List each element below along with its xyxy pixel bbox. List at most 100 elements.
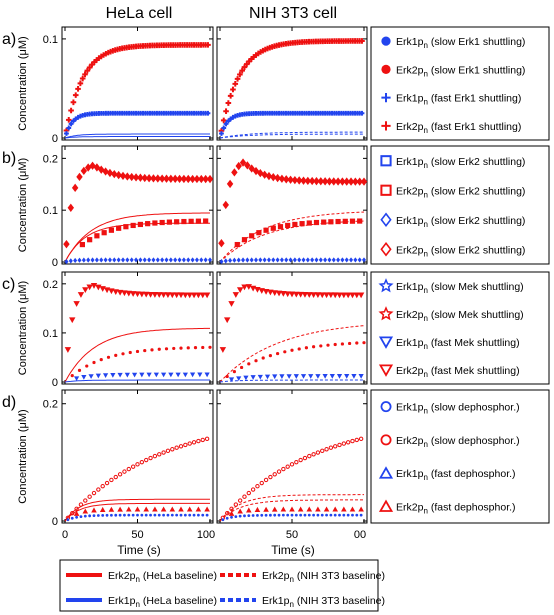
data-point xyxy=(198,174,205,184)
data-point xyxy=(123,224,129,230)
data-point xyxy=(195,218,201,224)
data-point xyxy=(86,284,93,291)
data-point xyxy=(200,437,205,443)
data-point xyxy=(128,172,135,182)
data-point xyxy=(66,125,72,131)
data-point xyxy=(138,291,146,298)
data-point xyxy=(276,351,280,356)
data-point xyxy=(234,515,238,519)
legend-marker xyxy=(378,306,394,321)
data-point xyxy=(177,292,185,299)
data-point xyxy=(272,472,277,477)
data-point xyxy=(279,374,285,379)
data-point xyxy=(196,438,201,444)
legend-marker xyxy=(381,93,391,103)
data-point xyxy=(314,257,319,263)
data-point xyxy=(109,477,114,483)
data-point xyxy=(199,257,204,263)
data-point xyxy=(261,356,265,360)
legend-label: Erk2pn (slow Mek shuttling) xyxy=(396,309,524,323)
data-point xyxy=(73,510,80,516)
data-point xyxy=(74,506,79,511)
legend-marker xyxy=(380,434,392,446)
data-point xyxy=(194,257,199,263)
data-point xyxy=(208,257,212,263)
data-point xyxy=(70,516,74,520)
panel-legend xyxy=(370,26,550,141)
legend-frame xyxy=(370,26,550,141)
legend-label: Erk2pn (slow Erk1 shuttling) xyxy=(396,64,525,78)
data-point xyxy=(227,93,234,99)
data-point xyxy=(320,513,324,517)
legend-label: Erk1pn (HeLa baseline) xyxy=(108,595,217,609)
data-point xyxy=(71,183,79,192)
data-point xyxy=(355,513,359,517)
data-point xyxy=(313,176,320,186)
data-point xyxy=(178,444,184,449)
y-tick-label: 0 xyxy=(52,377,58,389)
series-line xyxy=(64,327,210,383)
data-point xyxy=(94,257,99,263)
data-point xyxy=(107,257,112,263)
data-point xyxy=(86,257,91,263)
y-axis-label: Concentration (μM) xyxy=(17,36,29,130)
legend-marker xyxy=(380,155,392,167)
panel-label: c) xyxy=(2,276,15,293)
data-point xyxy=(145,174,153,183)
data-point xyxy=(128,350,132,355)
data-point xyxy=(126,506,132,512)
data-point xyxy=(268,474,273,480)
data-point xyxy=(349,257,354,263)
data-point xyxy=(256,230,262,236)
data-point xyxy=(336,374,343,379)
data-point xyxy=(102,167,109,176)
data-point xyxy=(77,80,84,87)
data-point xyxy=(180,174,188,184)
data-point xyxy=(165,448,171,454)
data-point xyxy=(65,117,72,123)
data-point xyxy=(77,292,85,298)
data-point xyxy=(231,168,238,177)
data-point xyxy=(223,108,229,114)
data-point xyxy=(324,447,329,452)
data-point xyxy=(348,341,352,346)
data-point xyxy=(134,257,139,263)
data-point xyxy=(288,291,296,298)
series-line xyxy=(64,212,210,263)
hela-plot xyxy=(61,389,214,524)
data-point xyxy=(277,224,284,230)
data-point xyxy=(110,373,116,378)
data-point xyxy=(162,513,166,517)
panel-label: d) xyxy=(2,394,16,411)
data-point xyxy=(241,284,248,291)
data-point xyxy=(247,362,251,366)
data-point xyxy=(362,341,366,345)
data-point xyxy=(236,376,242,382)
legend-label: Erk1pn (NIH 3T3 baseline) xyxy=(262,595,385,609)
data-point xyxy=(272,374,278,380)
data-point xyxy=(321,219,327,225)
data-point xyxy=(320,448,325,454)
data-point xyxy=(164,292,172,299)
data-point xyxy=(117,372,123,378)
legend-label: Erk1pn (fast dephosphor.) xyxy=(396,468,516,482)
data-point xyxy=(223,121,229,127)
data-point xyxy=(333,444,338,449)
data-point xyxy=(283,175,290,184)
data-point xyxy=(72,92,79,98)
data-point xyxy=(112,257,117,263)
data-point xyxy=(188,513,192,517)
data-point xyxy=(88,514,92,518)
data-point xyxy=(81,375,87,380)
data-point xyxy=(260,513,264,517)
data-point xyxy=(154,174,161,183)
data-point xyxy=(247,514,251,518)
data-point xyxy=(145,221,151,227)
series-line xyxy=(219,211,365,263)
data-point xyxy=(340,342,344,346)
data-point xyxy=(234,241,240,248)
data-point xyxy=(121,352,125,356)
data-point xyxy=(203,257,208,263)
data-point xyxy=(338,513,341,517)
data-point xyxy=(218,239,225,248)
